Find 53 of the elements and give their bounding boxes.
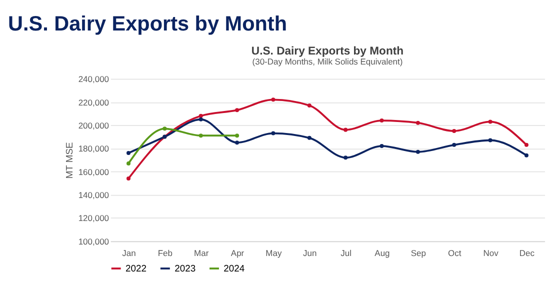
point	[380, 118, 384, 123]
legend-label: 2023	[174, 262, 196, 274]
x-tick-label: Oct	[448, 248, 462, 258]
point	[488, 120, 492, 124]
point	[235, 134, 240, 138]
point	[344, 156, 348, 160]
text: (30-Day Months, Milk Solids Equivalent)	[252, 56, 403, 67]
text: U.S. Dairy Exports by Month	[251, 45, 404, 58]
x-tick-label: Mar	[194, 248, 209, 258]
legend-label: 2024	[224, 262, 245, 274]
y-axis-title: MT MSE	[64, 142, 75, 179]
chart-title: U.S. Dairy Exports by Month	[8, 12, 288, 36]
point	[198, 134, 203, 138]
point	[126, 151, 131, 155]
y-tick-label: 220,000	[78, 97, 110, 108]
x-tick-label: May	[266, 248, 282, 258]
x-tick-label: Apr	[230, 248, 244, 258]
x-tick-label: Jul	[340, 248, 352, 258]
point	[162, 126, 167, 131]
point	[488, 138, 492, 142]
point	[271, 131, 276, 136]
point	[452, 142, 456, 147]
point	[524, 153, 528, 158]
point	[344, 128, 348, 132]
point	[416, 150, 420, 154]
y-tick-label: 140,000	[78, 190, 110, 200]
x-tick-label: Aug	[374, 248, 390, 258]
y-tick-label: 240,000	[78, 74, 110, 84]
point	[307, 136, 312, 140]
y-tick-label: 200,000	[78, 120, 110, 130]
point	[271, 98, 276, 102]
y-tick-label: 100,000	[78, 236, 110, 246]
point	[198, 117, 203, 122]
x-tick-label: Jan	[122, 248, 136, 258]
legend-label: 2022	[126, 262, 146, 274]
point	[307, 103, 312, 108]
x-tick-label: Jun	[303, 248, 317, 258]
x-tick-label: Nov	[483, 248, 500, 258]
point	[524, 142, 528, 147]
y-tick-label: 160,000	[78, 166, 110, 177]
point	[198, 114, 203, 118]
point	[235, 140, 240, 145]
point	[416, 120, 420, 125]
x-tick-label: Dec	[519, 248, 536, 258]
point	[126, 176, 131, 181]
point	[380, 144, 384, 148]
x-tick-label: Feb	[158, 248, 173, 258]
point	[235, 108, 240, 112]
x-tick-label: Sep	[410, 248, 426, 258]
y-tick-label: 120,000	[78, 213, 110, 224]
point	[452, 128, 456, 133]
y-tick-label: 180,000	[78, 144, 110, 154]
point	[126, 161, 131, 166]
